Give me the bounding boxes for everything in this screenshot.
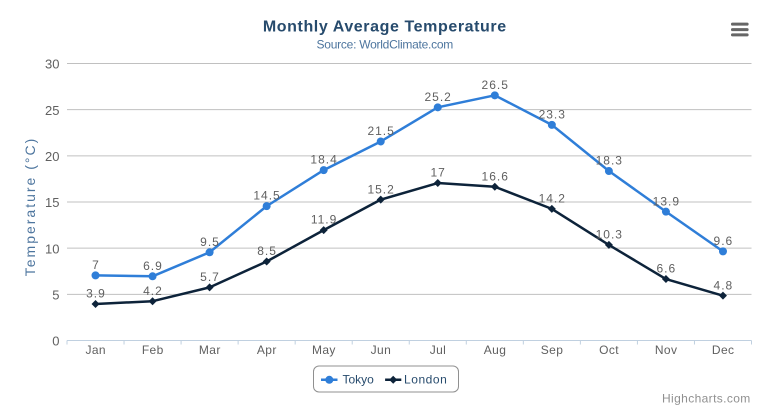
svg-text:14.5: 14.5 [253, 189, 280, 203]
svg-text:Apr: Apr [257, 343, 277, 357]
svg-text:Jan: Jan [85, 343, 106, 357]
svg-text:Jun: Jun [371, 343, 392, 357]
svg-text:18.3: 18.3 [596, 154, 623, 168]
svg-text:14.2: 14.2 [539, 191, 566, 205]
svg-text:18.4: 18.4 [310, 153, 337, 167]
svg-text:11.9: 11.9 [311, 213, 337, 227]
svg-text:30: 30 [45, 57, 59, 72]
svg-text:13.9: 13.9 [653, 194, 680, 208]
svg-text:Sep: Sep [541, 343, 564, 357]
svg-text:23.3: 23.3 [539, 107, 566, 121]
svg-text:4.8: 4.8 [714, 278, 734, 292]
svg-text:London: London [404, 372, 447, 386]
svg-text:Tokyo: Tokyo [343, 372, 375, 386]
svg-text:9.6: 9.6 [714, 234, 734, 248]
svg-text:9.5: 9.5 [200, 235, 220, 249]
svg-text:7: 7 [92, 258, 100, 272]
svg-text:Monthly Average Temperature: Monthly Average Temperature [263, 19, 507, 36]
svg-text:15: 15 [45, 195, 59, 210]
svg-text:21.5: 21.5 [367, 124, 394, 138]
svg-text:Nov: Nov [655, 343, 678, 357]
svg-text:10: 10 [45, 241, 59, 256]
svg-text:25.2: 25.2 [424, 90, 451, 104]
svg-text:3.9: 3.9 [86, 287, 106, 301]
svg-text:May: May [312, 343, 336, 357]
svg-text:Highcharts.com: Highcharts.com [662, 391, 751, 405]
svg-text:Aug: Aug [484, 343, 507, 357]
svg-text:5.7: 5.7 [200, 270, 220, 284]
svg-text:20: 20 [45, 149, 59, 164]
svg-text:8.5: 8.5 [257, 244, 277, 258]
svg-text:10.3: 10.3 [596, 228, 623, 242]
svg-text:6.6: 6.6 [656, 262, 676, 276]
svg-text:Dec: Dec [712, 343, 735, 357]
svg-text:Temperature (°C): Temperature (°C) [22, 137, 38, 277]
svg-text:Source: WorldClimate.com: Source: WorldClimate.com [317, 37, 454, 51]
svg-text:25: 25 [45, 103, 59, 118]
svg-text:Mar: Mar [199, 343, 221, 357]
svg-text:15.2: 15.2 [367, 182, 394, 196]
svg-text:0: 0 [52, 334, 59, 349]
svg-text:16.6: 16.6 [482, 169, 509, 183]
svg-text:26.5: 26.5 [482, 78, 509, 92]
svg-text:5: 5 [52, 287, 59, 302]
svg-text:Jul: Jul [430, 343, 447, 357]
svg-text:4.2: 4.2 [143, 284, 163, 298]
svg-text:Oct: Oct [599, 343, 619, 357]
svg-text:6.9: 6.9 [143, 259, 163, 273]
svg-text:Feb: Feb [142, 343, 164, 357]
svg-text:17: 17 [430, 166, 445, 180]
